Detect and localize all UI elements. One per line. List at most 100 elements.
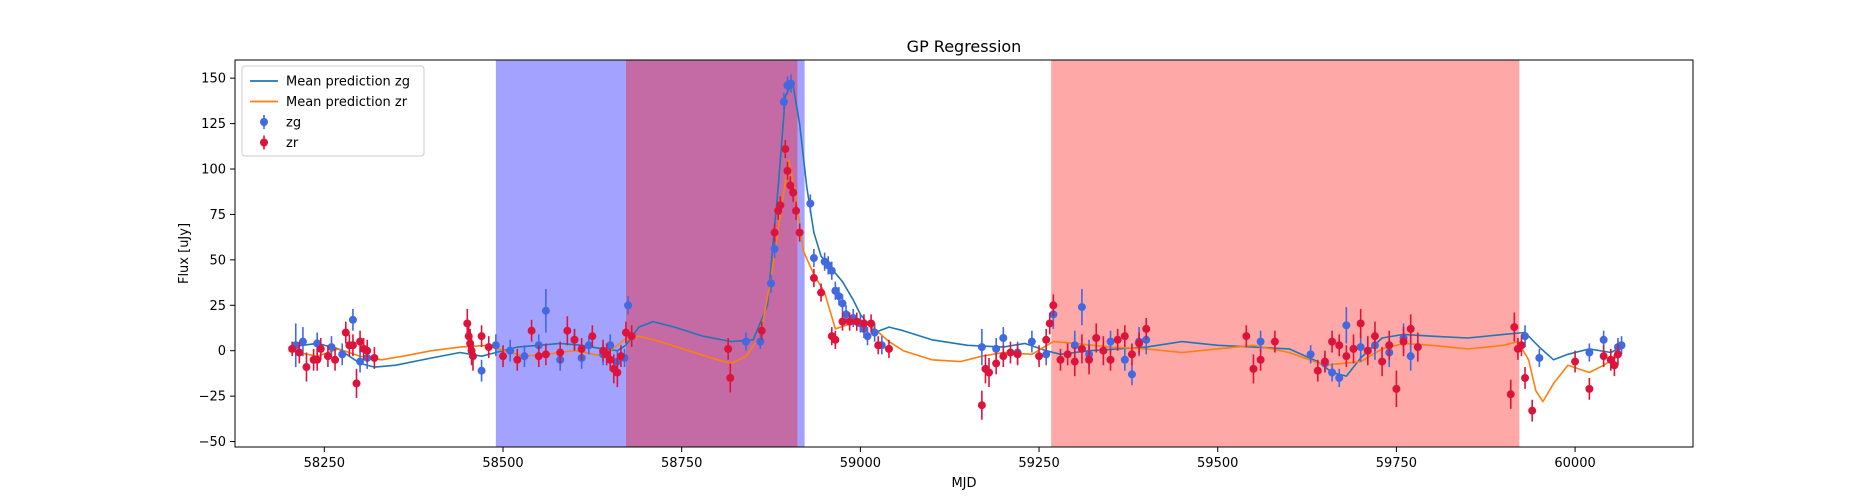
data-point — [327, 343, 336, 352]
data-point — [783, 166, 792, 175]
data-point — [1571, 357, 1580, 366]
data-point — [1049, 301, 1058, 310]
data-point — [838, 299, 847, 308]
data-point — [884, 344, 893, 353]
plot-frame — [234, 59, 1694, 448]
data-point — [1617, 341, 1626, 350]
data-point — [742, 337, 751, 346]
data-point — [827, 266, 836, 275]
legend-label: Mean prediction zr — [286, 95, 408, 110]
data-point — [806, 199, 815, 208]
data-point — [484, 343, 493, 352]
data-point — [1406, 352, 1415, 361]
data-point — [1413, 343, 1422, 352]
data-point — [477, 332, 486, 341]
data-point — [331, 355, 340, 364]
data-point — [513, 355, 522, 364]
data-point — [992, 359, 1001, 368]
y-tick-label: 25 — [209, 299, 226, 314]
data-point — [838, 317, 847, 326]
data-point — [1521, 332, 1530, 341]
legend-label: zg — [286, 116, 301, 131]
data-point — [352, 379, 361, 388]
shaded-region — [495, 60, 626, 447]
data-point — [1528, 406, 1537, 415]
legend: Mean prediction zg Mean prediction zr zg zr — [241, 65, 425, 157]
y-tick-label: 0 — [218, 344, 226, 359]
data-point — [1106, 337, 1115, 346]
data-point — [863, 332, 872, 341]
plot-area — [288, 60, 1626, 447]
data-point — [356, 357, 365, 366]
y-tick-label: 100 — [201, 163, 226, 178]
data-point — [1378, 357, 1387, 366]
data-point — [613, 368, 622, 377]
data-point — [338, 350, 347, 359]
data-point — [1242, 332, 1251, 341]
x-tick-label: 60000 — [1554, 456, 1595, 471]
data-point — [606, 341, 615, 350]
data-point — [302, 363, 311, 372]
data-point — [527, 326, 536, 335]
data-point — [1406, 324, 1415, 333]
x-axis-label: MJD — [951, 476, 976, 491]
data-point — [992, 344, 1001, 353]
data-point — [867, 319, 876, 328]
data-point — [767, 279, 776, 288]
data-point — [541, 350, 550, 359]
data-point — [1127, 350, 1136, 359]
data-point — [520, 352, 529, 361]
y-tick-label: −25 — [199, 390, 226, 405]
data-point — [1510, 323, 1519, 332]
data-point — [556, 348, 565, 357]
shaded-region — [625, 60, 798, 447]
legend-marker-swatch — [260, 138, 268, 147]
legend-label: Mean prediction zg — [286, 75, 410, 90]
data-point — [316, 344, 325, 353]
data-point — [295, 348, 304, 357]
data-point — [809, 274, 818, 283]
data-point — [1085, 355, 1094, 364]
data-point — [1585, 348, 1594, 357]
data-point — [1142, 324, 1151, 333]
x-tick-label: 59250 — [1018, 456, 1059, 471]
data-point — [499, 352, 508, 361]
data-point — [1070, 341, 1079, 350]
data-point — [1535, 353, 1544, 362]
data-point — [1399, 337, 1408, 346]
data-point — [1120, 355, 1129, 364]
data-point — [770, 244, 779, 253]
data-point — [792, 206, 801, 215]
data-point — [541, 306, 550, 315]
data-point — [834, 292, 843, 301]
data-point — [570, 335, 579, 344]
data-point — [1106, 355, 1115, 364]
data-point — [842, 310, 851, 319]
data-point — [1328, 368, 1337, 377]
data-point — [1092, 333, 1101, 342]
data-point — [787, 79, 796, 88]
data-point — [1356, 343, 1365, 352]
data-point — [1328, 337, 1337, 346]
data-point — [1342, 352, 1351, 361]
data-point — [298, 337, 307, 346]
data-point — [1610, 361, 1619, 370]
y-tick-label: 50 — [209, 253, 226, 268]
data-point — [341, 328, 350, 337]
data-point — [789, 188, 798, 197]
data-point — [606, 355, 615, 364]
shaded-region — [797, 60, 805, 447]
data-point — [588, 332, 597, 341]
data-point — [1070, 357, 1079, 366]
data-point — [624, 301, 633, 310]
data-point — [757, 326, 766, 335]
data-point — [1356, 319, 1365, 328]
data-point — [1517, 341, 1526, 350]
data-point — [491, 341, 500, 350]
data-point — [726, 373, 735, 382]
data-point — [870, 328, 879, 337]
data-point — [621, 328, 630, 337]
data-point — [781, 145, 790, 154]
data-point — [852, 317, 861, 326]
